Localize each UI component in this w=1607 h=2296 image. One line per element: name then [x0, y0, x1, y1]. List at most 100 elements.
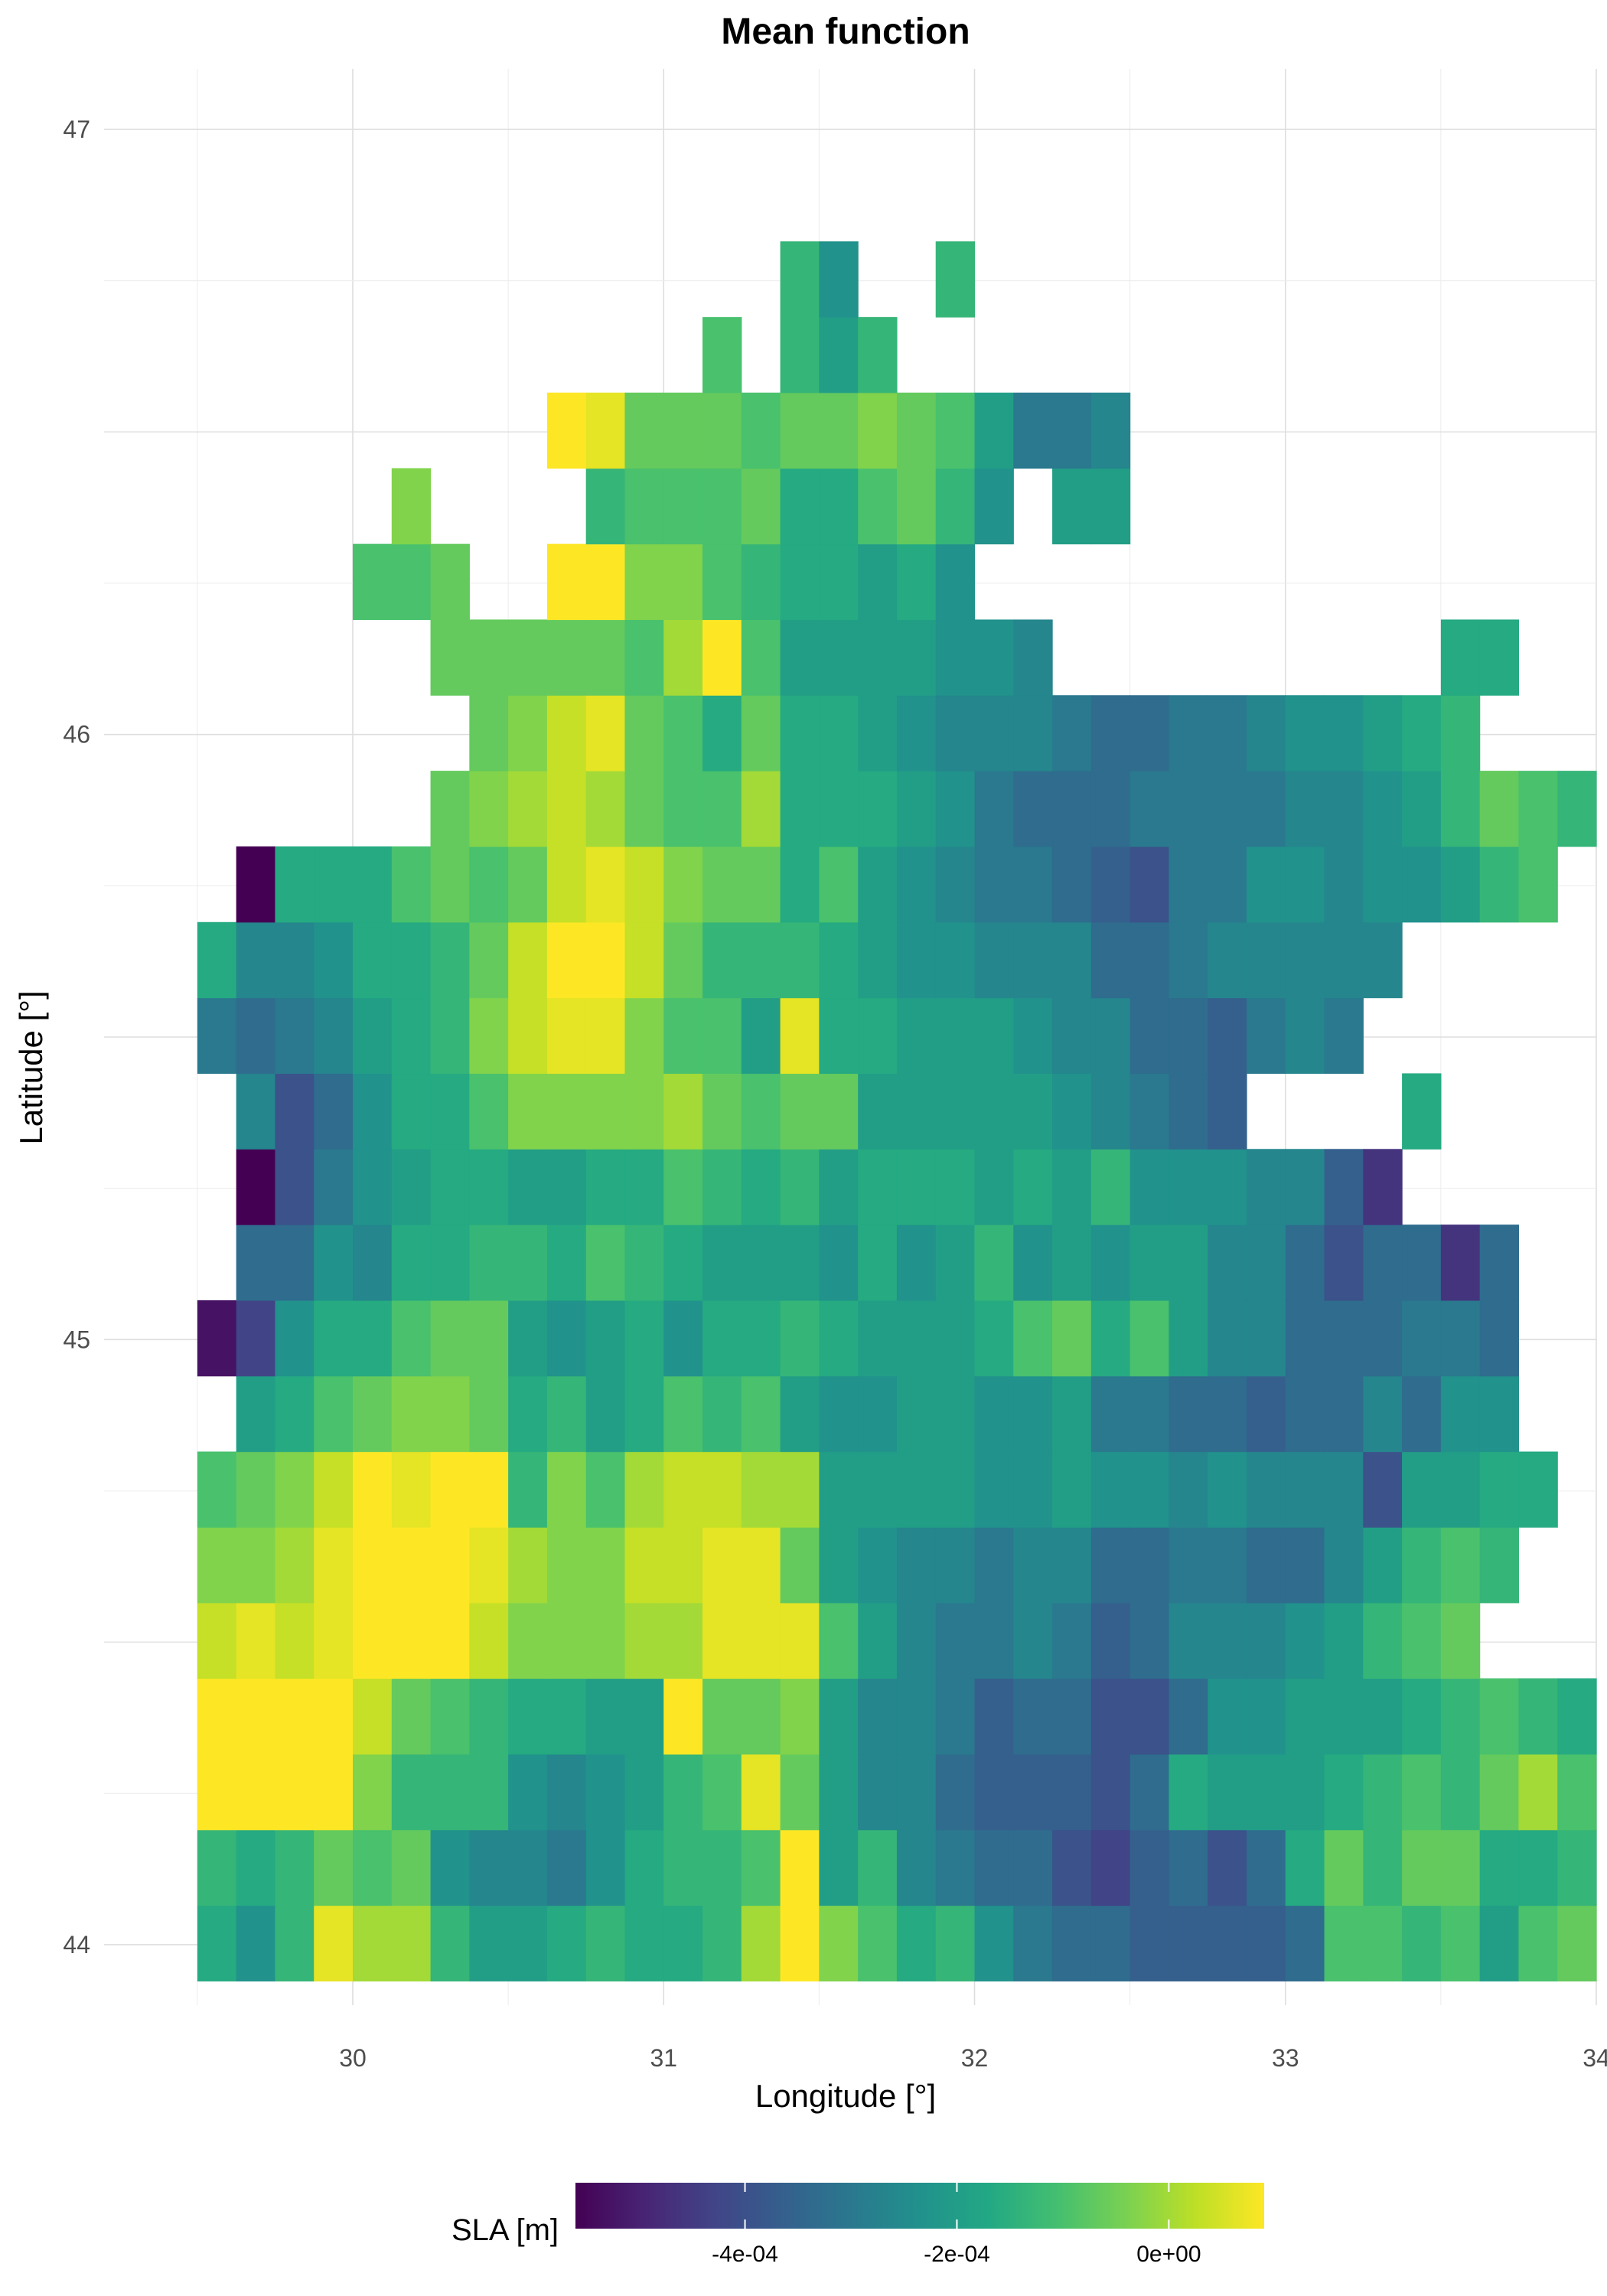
- heatmap-cell: [741, 619, 781, 696]
- heatmap-cell: [1052, 392, 1092, 469]
- heatmap-cell: [585, 771, 626, 847]
- heatmap-cell: [585, 1300, 626, 1377]
- heatmap-cell: [314, 1300, 354, 1377]
- heatmap-cell: [546, 846, 587, 923]
- heatmap-cell: [1052, 695, 1092, 771]
- heatmap-cell: [546, 1149, 587, 1225]
- heatmap-cell: [935, 1678, 976, 1755]
- heatmap-cell: [819, 1300, 859, 1377]
- heatmap-cell: [663, 846, 703, 923]
- heatmap-cell: [314, 1451, 354, 1528]
- heatmap-cell: [1285, 1375, 1325, 1453]
- heatmap-cell: [1402, 1225, 1442, 1301]
- heatmap-cell: [469, 1300, 509, 1377]
- heatmap-cell: [1285, 846, 1325, 923]
- heatmap-cell: [858, 1300, 898, 1377]
- heatmap-cell: [1052, 1073, 1092, 1150]
- heatmap-cell: [469, 1527, 509, 1603]
- heatmap-cell: [1285, 1300, 1325, 1377]
- heatmap-cell: [858, 921, 898, 999]
- heatmap-cell: [585, 619, 626, 696]
- heatmap-cell: [1440, 1451, 1481, 1528]
- heatmap-cell: [741, 1149, 781, 1225]
- heatmap-cell: [1129, 1451, 1170, 1528]
- heatmap-cell: [1090, 1527, 1131, 1603]
- heatmap-cell: [585, 1225, 626, 1301]
- heatmap-cell: [1208, 1451, 1247, 1528]
- heatmap-cell: [353, 997, 393, 1075]
- heatmap-cell: [236, 1300, 276, 1377]
- heatmap-cell: [780, 1753, 820, 1831]
- heatmap-cell: [1052, 1905, 1092, 1981]
- heatmap-cell: [896, 1375, 937, 1453]
- heatmap-cell: [585, 1149, 626, 1225]
- heatmap-cell: [819, 1753, 859, 1831]
- heatmap-cell: [1440, 1375, 1481, 1453]
- heatmap-cell: [896, 997, 937, 1075]
- heatmap-cell: [314, 1905, 354, 1981]
- heatmap-cell: [1090, 846, 1131, 923]
- colorbar: [575, 2183, 1264, 2229]
- heatmap-cell: [624, 1678, 664, 1755]
- heatmap-cell: [469, 1375, 509, 1453]
- heatmap-cell: [546, 1753, 587, 1831]
- heatmap-cell: [1479, 619, 1520, 696]
- heatmap-cell: [780, 1905, 820, 1981]
- heatmap-cell: [1052, 1527, 1092, 1603]
- heatmap-cell: [819, 1527, 859, 1603]
- heatmap-cell: [391, 543, 432, 621]
- heatmap-cell: [430, 1829, 470, 1906]
- heatmap-cell: [702, 392, 742, 469]
- heatmap-cell: [624, 1149, 664, 1225]
- heatmap-cell: [508, 921, 548, 999]
- y-tick-label: 45: [63, 1326, 90, 1353]
- heatmap-cell: [1402, 695, 1442, 771]
- heatmap-cell: [391, 1375, 432, 1453]
- heatmap-cells: [197, 241, 1597, 1981]
- heatmap-cell: [1090, 468, 1131, 545]
- heatmap-cell: [275, 1829, 315, 1906]
- heatmap-cell: [1402, 1829, 1442, 1906]
- heatmap-cell: [819, 1905, 859, 1981]
- heatmap-cell: [430, 1905, 470, 1981]
- heatmap-cell: [1440, 1300, 1481, 1377]
- heatmap-cell: [702, 1829, 742, 1906]
- heatmap-cell: [1013, 1225, 1053, 1301]
- heatmap-cell: [275, 997, 315, 1075]
- heatmap-cell: [1246, 1149, 1286, 1225]
- heatmap-cell: [1518, 1451, 1558, 1528]
- heatmap-cell: [585, 1678, 626, 1755]
- heatmap-cell: [858, 619, 898, 696]
- heatmap-cell: [1169, 771, 1208, 847]
- heatmap-cell: [896, 1678, 937, 1755]
- heatmap-cell: [702, 771, 742, 847]
- heatmap-cell: [819, 771, 859, 847]
- heatmap-cell: [546, 543, 587, 621]
- heatmap-cell: [1052, 921, 1092, 999]
- heatmap-cell: [469, 695, 509, 771]
- heatmap-cell: [819, 921, 859, 999]
- heatmap-cell: [275, 1300, 315, 1377]
- heatmap-cell: [1013, 846, 1053, 923]
- heatmap-cell: [391, 1829, 432, 1906]
- heatmap-cell: [1402, 1905, 1442, 1981]
- heatmap-cell: [508, 1300, 548, 1377]
- heatmap-cell: [702, 1149, 742, 1225]
- heatmap-cell: [1129, 1300, 1170, 1377]
- heatmap-cell: [896, 1073, 937, 1150]
- heatmap-cell: [546, 1603, 587, 1679]
- heatmap-cell: [663, 392, 703, 469]
- heatmap-cell: [1090, 1375, 1131, 1453]
- heatmap-cell: [935, 543, 976, 621]
- heatmap-cell: [1246, 846, 1286, 923]
- heatmap-cell: [585, 846, 626, 923]
- heatmap-cell: [819, 1149, 859, 1225]
- heatmap-cell: [430, 1225, 470, 1301]
- heatmap-cell: [935, 1149, 976, 1225]
- heatmap-cell: [819, 543, 859, 621]
- heatmap-cell: [1208, 1073, 1247, 1150]
- heatmap-cell: [1169, 1375, 1208, 1453]
- heatmap-cell: [1402, 1451, 1442, 1528]
- heatmap-cell: [1440, 619, 1481, 696]
- heatmap-cell: [1169, 846, 1208, 923]
